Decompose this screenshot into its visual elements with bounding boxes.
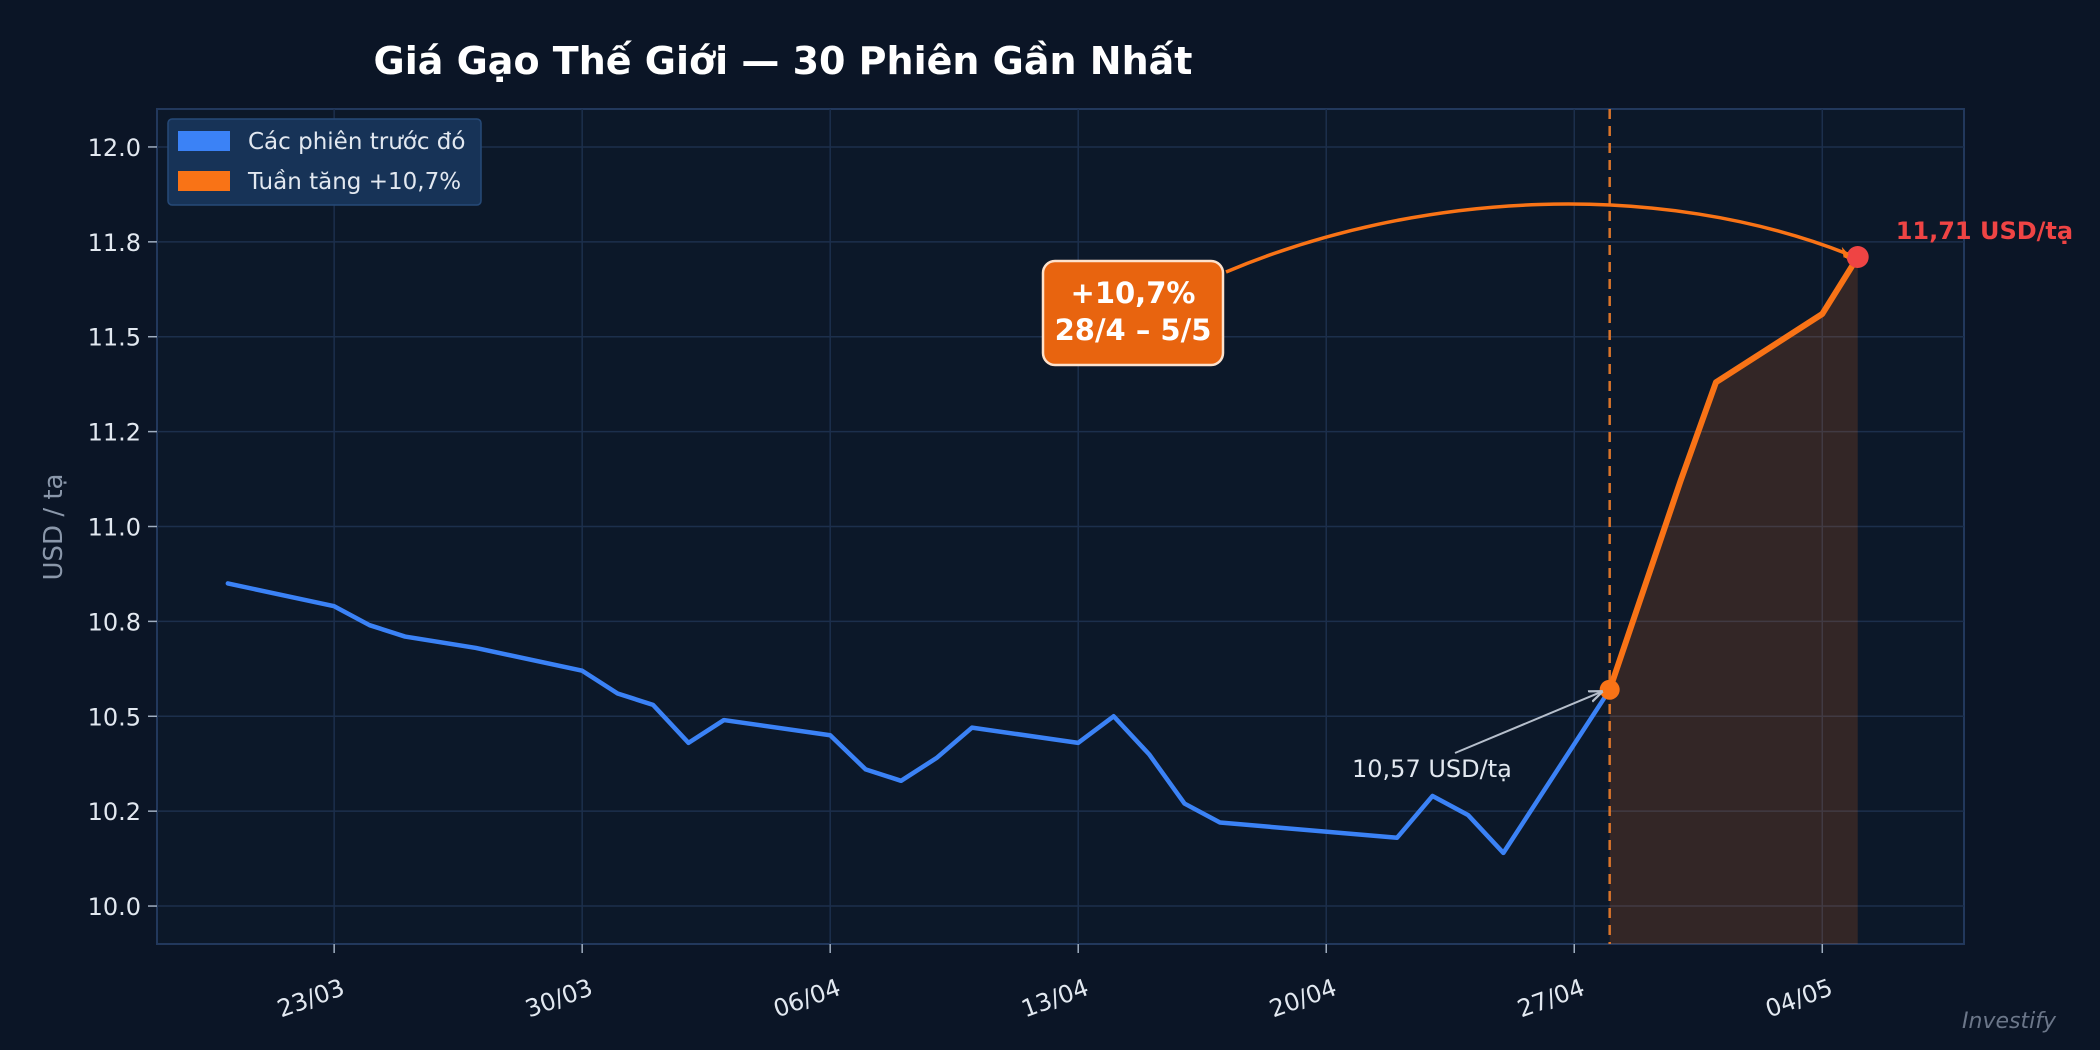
y-tick-label: 11.0 bbox=[88, 514, 141, 542]
x-tick-label: 13/04 bbox=[1018, 973, 1093, 1023]
change-date-range: 28/4 – 5/5 bbox=[1055, 313, 1212, 347]
x-tick-label: 04/05 bbox=[1762, 973, 1837, 1023]
rise-end-point bbox=[1846, 246, 1869, 269]
y-tick-label: 10.8 bbox=[88, 608, 141, 636]
x-tick-label: 27/04 bbox=[1514, 973, 1589, 1023]
legend-label-previous: Các phiên trước đó bbox=[248, 129, 465, 155]
y-tick-label: 10.2 bbox=[88, 798, 141, 826]
change-callout: +10,7% 28/4 – 5/5 bbox=[1041, 259, 1225, 367]
watermark: Investify bbox=[1962, 1009, 2057, 1034]
series-line-rise bbox=[1606, 254, 1861, 693]
start-value-label: 10,57 USD/tạ bbox=[1352, 755, 1512, 783]
y-tick-label: 11.8 bbox=[88, 229, 141, 257]
start-value-pointer bbox=[1454, 692, 1602, 754]
rise-area-fill bbox=[1609, 257, 1858, 945]
x-tick-label: 30/03 bbox=[522, 973, 597, 1023]
y-tick-label: 11.2 bbox=[88, 419, 141, 447]
x-tick-label: 23/03 bbox=[274, 973, 349, 1023]
legend-swatch-rise bbox=[178, 171, 230, 191]
x-tick-label: 20/04 bbox=[1266, 973, 1341, 1023]
legend-label-rise: Tuần tăng +10,7% bbox=[247, 169, 461, 195]
chart-marks bbox=[225, 109, 1869, 945]
chart-title: Giá Gạo Thế Giới — 30 Phiên Gần Nhất bbox=[374, 39, 1193, 83]
y-tick-label: 11.5 bbox=[88, 324, 141, 352]
y-tick-label: 10.5 bbox=[88, 703, 141, 731]
y-axis-ticks: 10.0 10.2 10.5 10.8 11.0 11.2 11.5 11.8 12.0 bbox=[88, 134, 157, 921]
change-percent: +10,7% bbox=[1071, 276, 1196, 310]
legend: Các phiên trước đó Tuần tăng +10,7% bbox=[167, 118, 482, 206]
x-tick-label: 06/04 bbox=[770, 973, 845, 1023]
x-axis-ticks: 23/03 30/03 06/04 13/04 20/04 27/04 04/05 bbox=[274, 944, 1837, 1023]
end-value-label: 11,71 USD/tạ bbox=[1896, 217, 2073, 245]
y-tick-label: 10.0 bbox=[88, 893, 141, 921]
series-line-previous bbox=[225, 581, 1612, 856]
y-axis-label: USD / tạ bbox=[39, 474, 69, 581]
rise-start-point bbox=[1599, 679, 1620, 700]
legend-swatch-previous bbox=[178, 131, 230, 151]
y-tick-label: 12.0 bbox=[88, 134, 141, 162]
change-arrow bbox=[1225, 202, 1848, 274]
